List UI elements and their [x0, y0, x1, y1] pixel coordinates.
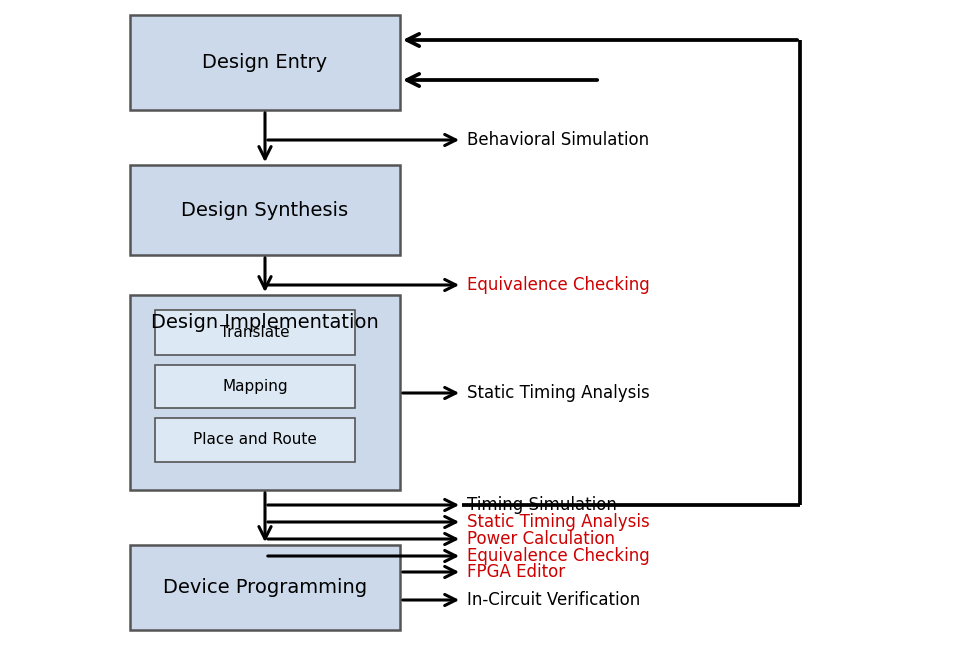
Text: Design Synthesis: Design Synthesis	[181, 201, 349, 220]
Text: Place and Route: Place and Route	[193, 432, 317, 447]
Text: Power Calculation: Power Calculation	[467, 530, 615, 548]
Text: Design Entry: Design Entry	[202, 53, 327, 72]
Bar	[155, 365, 355, 408]
Bar	[130, 165, 400, 255]
Text: Equivalence Checking: Equivalence Checking	[467, 547, 650, 565]
Text: Device Programming: Device Programming	[163, 578, 367, 597]
Bar	[130, 545, 400, 630]
Bar	[155, 418, 355, 462]
Text: Translate: Translate	[221, 325, 290, 340]
Text: FPGA Editor: FPGA Editor	[467, 563, 565, 581]
Bar	[155, 310, 355, 355]
Bar	[130, 295, 400, 490]
Text: Equivalence Checking: Equivalence Checking	[467, 276, 650, 294]
Text: Design Implementation: Design Implementation	[151, 314, 378, 333]
Text: Static Timing Analysis: Static Timing Analysis	[467, 513, 650, 531]
Bar	[130, 15, 400, 110]
Text: In-Circuit Verification: In-Circuit Verification	[467, 591, 640, 609]
Text: Behavioral Simulation: Behavioral Simulation	[467, 131, 649, 149]
Text: Static Timing Analysis: Static Timing Analysis	[467, 384, 650, 402]
Text: Mapping: Mapping	[222, 379, 288, 394]
Text: Timing Simulation: Timing Simulation	[467, 496, 617, 514]
